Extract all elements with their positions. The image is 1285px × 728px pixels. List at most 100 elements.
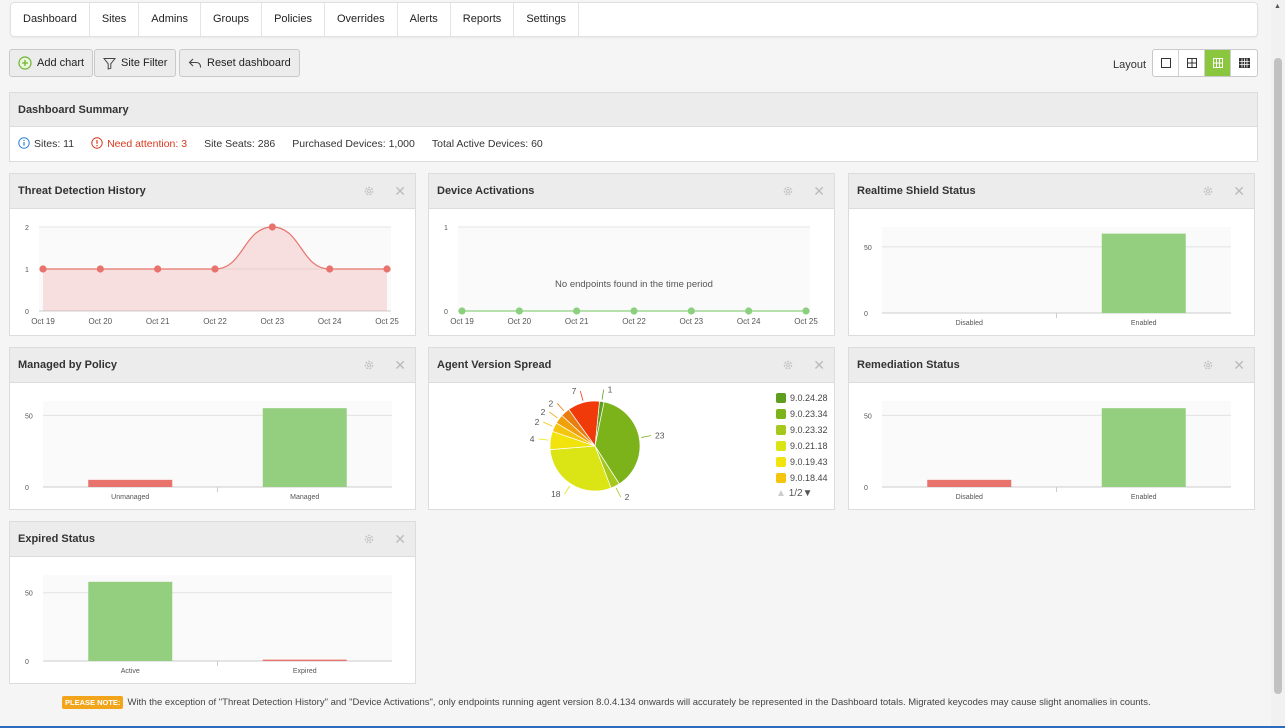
tab-sites[interactable]: Sites [90, 3, 140, 36]
reset-dashboard-button[interactable]: Reset dashboard [179, 49, 300, 77]
site-seats: Site Seats: 286 [204, 138, 276, 150]
data-point[interactable] [630, 307, 638, 315]
tab-settings[interactable]: Settings [514, 3, 580, 36]
bar-enabled[interactable] [1101, 408, 1186, 487]
close-icon[interactable]: ✕ [1233, 183, 1245, 199]
data-point[interactable] [383, 265, 391, 273]
layout-three-column-button[interactable] [1205, 50, 1231, 76]
tab-policies[interactable]: Policies [262, 3, 325, 36]
close-icon[interactable]: ✕ [394, 531, 406, 547]
tab-admins[interactable]: Admins [139, 3, 201, 36]
pie-value-label: 18 [551, 489, 561, 499]
x-tick-label: Disabled [956, 320, 983, 327]
data-point[interactable] [154, 265, 162, 273]
scroll-up-icon[interactable]: ▲ [1274, 3, 1281, 10]
site-filter-button[interactable]: Site Filter [94, 49, 177, 77]
legend-swatch [776, 425, 786, 435]
bar-disabled[interactable] [927, 479, 1012, 487]
data-point[interactable] [802, 307, 810, 315]
pie-connector [601, 389, 604, 400]
pie-connector [543, 421, 553, 427]
legend-item[interactable]: 9.0.23.34 [776, 406, 828, 422]
tab-groups[interactable]: Groups [201, 3, 263, 36]
layout-single-button[interactable] [1153, 50, 1179, 76]
close-icon[interactable]: ✕ [813, 183, 825, 199]
summary-title: Dashboard Summary [10, 93, 1257, 127]
gear-icon[interactable] [782, 185, 794, 200]
data-point[interactable] [458, 307, 466, 315]
panel-expired-status: Expired Status ✕ 0 50 Active Expired [9, 521, 416, 684]
bar-unmanaged[interactable] [88, 479, 173, 487]
gear-icon[interactable] [1202, 359, 1214, 374]
panel-title: Threat Detection History [18, 185, 146, 197]
data-point[interactable] [39, 265, 47, 273]
scrollbar-thumb[interactable] [1274, 58, 1282, 694]
pie-value-label: 2 [535, 417, 540, 427]
pie-value-label: 2 [625, 492, 630, 502]
gear-icon[interactable] [363, 359, 375, 374]
x-tick-label: Oct 24 [318, 317, 342, 326]
data-point[interactable] [745, 307, 753, 315]
legend-label: 9.0.18.44 [790, 473, 828, 483]
layout-four-column-button[interactable] [1231, 50, 1257, 76]
close-icon[interactable]: ✕ [1233, 357, 1245, 373]
pager-down-icon[interactable]: ▼ [802, 488, 813, 499]
gear-icon[interactable] [782, 359, 794, 374]
close-icon[interactable]: ✕ [394, 357, 406, 373]
need-attention[interactable]: Need attention: 3 [91, 136, 188, 152]
legend-item[interactable]: 9.0.19.43 [776, 454, 828, 470]
info-icon [18, 136, 30, 152]
tab-alerts[interactable]: Alerts [398, 3, 451, 36]
gear-icon[interactable] [363, 533, 375, 548]
pager-up-icon[interactable]: ▲ [776, 488, 786, 499]
data-point[interactable] [326, 265, 334, 273]
data-point[interactable] [687, 307, 695, 315]
total-active-devices: Total Active Devices: 60 [431, 138, 543, 150]
legend-label: 9.0.21.18 [790, 441, 828, 451]
close-icon[interactable]: ✕ [813, 357, 825, 373]
panel-realtime-shield-status: Realtime Shield Status ✕ 0 50 Disabled Enabl… [848, 173, 1255, 336]
legend-item[interactable]: 9.0.18.44 [776, 470, 828, 486]
y-tick-label: 2 [25, 225, 29, 232]
close-icon[interactable]: ✕ [394, 183, 406, 199]
panel-device-activations: Device Activations ✕ 0 1 Oct 19 Oct 20 Oct 21… [428, 173, 835, 336]
bar-expired[interactable] [262, 659, 347, 661]
data-point[interactable] [211, 265, 219, 273]
legend-label: 9.0.19.43 [790, 457, 828, 467]
legend-item[interactable]: 9.0.23.32 [776, 422, 828, 438]
pie-slice[interactable] [549, 445, 612, 492]
please-note: PLEASE NOTE: With the exception of "Thre… [62, 696, 1151, 709]
sites-count[interactable]: Sites: 11 [18, 136, 74, 152]
empty-message: No endpoints found in the time period [555, 279, 713, 290]
tab-reports[interactable]: Reports [451, 3, 515, 36]
bar-managed[interactable] [262, 408, 347, 487]
pie-slice[interactable] [568, 400, 600, 447]
data-point[interactable] [268, 223, 276, 231]
legend-item[interactable]: 9.0.24.28 [776, 390, 828, 406]
data-point[interactable] [573, 307, 581, 315]
legend-item[interactable]: 9.0.21.18 [776, 438, 828, 454]
tab-dashboard[interactable]: Dashboard [11, 3, 90, 36]
legend-pager[interactable]: ▲ 1/2▼ [776, 488, 828, 499]
page-scrollbar[interactable]: ▲ [1271, 0, 1285, 728]
expired-chart: 0 50 Active Expired [25, 575, 392, 675]
y-tick-label: 0 [864, 311, 868, 318]
data-point[interactable] [96, 265, 104, 273]
y-tick-label: 0 [25, 309, 29, 316]
y-tick-label: 0 [444, 309, 448, 316]
legend-label: 9.0.24.28 [790, 393, 828, 403]
data-point[interactable] [515, 307, 523, 315]
bar-enabled[interactable] [1101, 233, 1186, 313]
add-chart-button[interactable]: Add chart [9, 49, 94, 77]
gear-icon[interactable] [363, 185, 375, 200]
x-tick-label: Enabled [1131, 494, 1157, 501]
reset-dashboard-label: Reset dashboard [207, 57, 291, 69]
y-tick-label: 50 [25, 413, 33, 420]
bar-active[interactable] [88, 581, 173, 661]
tab-overrides[interactable]: Overrides [325, 3, 398, 36]
layout-two-column-button[interactable] [1179, 50, 1205, 76]
need-attention-label: Need attention: 3 [107, 138, 188, 150]
add-chart-label: Add chart [37, 57, 85, 69]
gear-icon[interactable] [1202, 185, 1214, 200]
x-tick-label: Oct 23 [680, 317, 704, 326]
